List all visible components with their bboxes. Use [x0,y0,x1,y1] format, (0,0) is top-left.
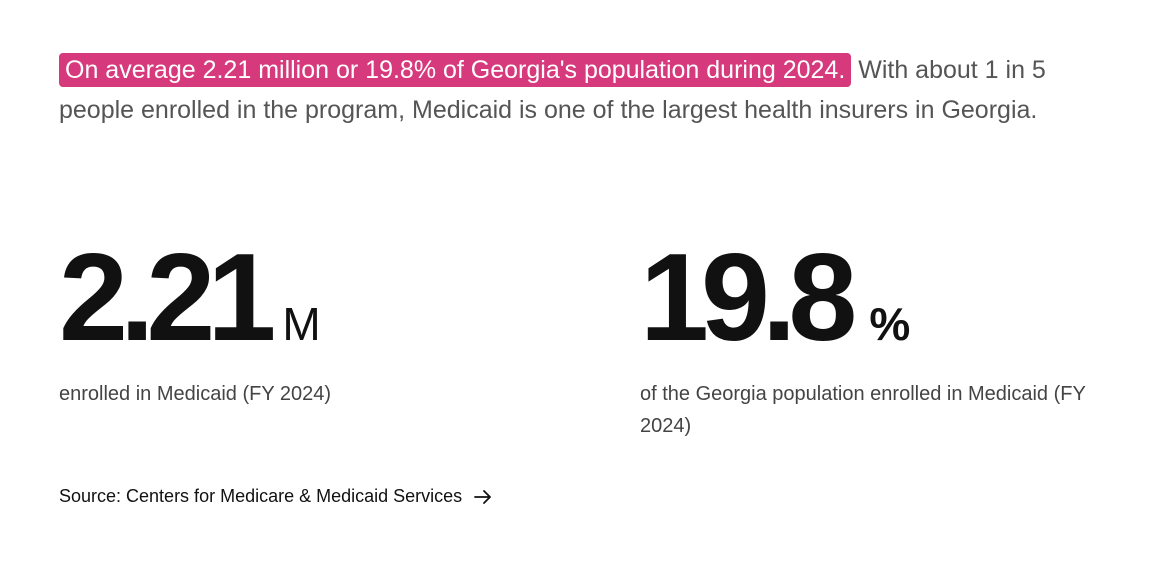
source-label: Source: Centers for Medicare & Medicaid … [59,486,463,506]
stat-share: 19.8 % of the Georgia population enrolle… [640,229,1110,442]
stat-enrolled: 2.21 M enrolled in Medicaid (FY 2024) [59,229,539,410]
stat-share-figure: 19.8 % [640,229,1110,367]
stat-enrolled-figure: 2.21 M [59,229,539,367]
source-link[interactable]: Source: Centers for Medicare & Medicaid … [59,486,492,507]
intro-highlight: On average 2.21 million or 19.8% of Geor… [59,53,852,87]
intro-paragraph: On average 2.21 million or 19.8% of Geor… [59,50,1119,130]
stat-share-unit: % [869,298,911,350]
stat-enrolled-value: 2.21 [59,229,276,367]
stat-enrolled-caption: enrolled in Medicaid (FY 2024) [59,383,332,405]
stat-share-caption: of the Georgia population enrolled in Me… [640,383,1086,437]
stat-share-value: 19.8 [640,229,857,367]
arrow-right-icon [474,489,492,504]
stat-enrolled-unit: M [282,298,321,350]
intro-rest: With about 1 in 5 people enrolled in the… [59,56,1046,124]
